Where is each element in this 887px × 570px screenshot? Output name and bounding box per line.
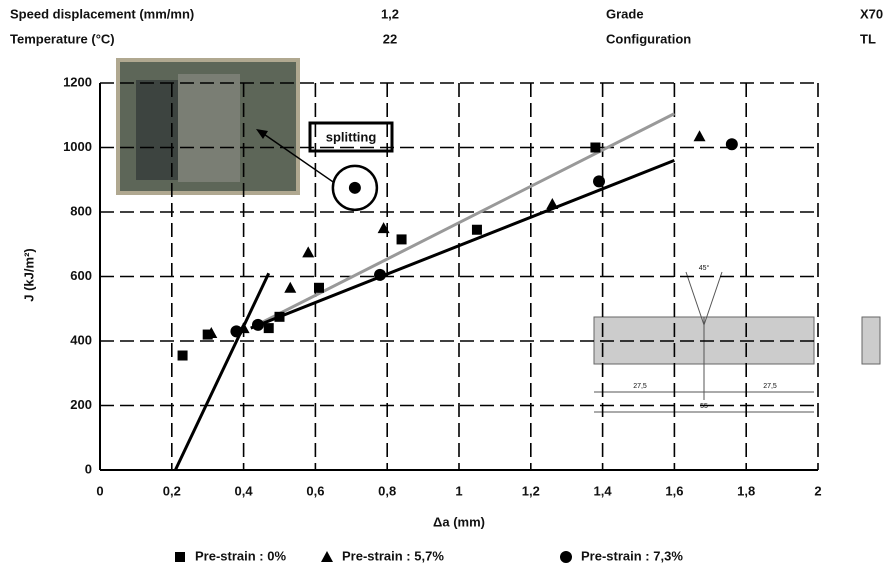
marker <box>374 268 387 281</box>
x-axis-label: Δa (mm) <box>433 514 485 529</box>
fit-line <box>250 159 675 330</box>
header-cell: X70 <box>860 6 883 21</box>
marker <box>546 197 559 209</box>
drawing-label: 27,5 <box>763 383 777 390</box>
header-cell: 1,2 <box>381 6 399 21</box>
fit-line <box>174 272 271 471</box>
marker <box>313 282 324 293</box>
marker <box>274 311 285 322</box>
marker <box>263 323 274 334</box>
x-tick-label: 0,2 <box>163 483 181 498</box>
legend-label: Pre-strain : 5,7% <box>342 548 444 563</box>
annotation: splitting <box>326 129 377 144</box>
marker <box>593 175 606 188</box>
y-tick-label: 400 <box>70 332 92 347</box>
drawing-label: 55 <box>700 403 708 410</box>
x-tick-label: 1 <box>455 483 462 498</box>
x-tick-label: 0,6 <box>306 483 324 498</box>
marker <box>693 130 706 142</box>
header-cell: 22 <box>383 31 397 46</box>
x-tick-label: 2 <box>814 483 821 498</box>
marker <box>348 181 361 194</box>
legend-marker <box>321 551 333 562</box>
photo-part <box>178 74 240 182</box>
legend-label: Pre-strain : 7,3% <box>581 548 683 563</box>
x-tick-label: 0,8 <box>378 483 396 498</box>
drawing-label: 27,5 <box>633 383 647 390</box>
specimen-side <box>861 316 881 365</box>
x-tick-label: 1,4 <box>594 483 613 498</box>
header-cell: TL <box>860 31 876 46</box>
arrow-head <box>256 129 268 139</box>
x-tick-label: 0,4 <box>235 483 254 498</box>
marker <box>396 234 407 245</box>
annotation-arrow <box>257 129 334 183</box>
y-axis-label: J (kJ/m²) <box>21 248 36 301</box>
legend-label: Pre-strain : 0% <box>195 548 286 563</box>
marker <box>205 326 218 338</box>
marker <box>377 222 390 234</box>
photo-frame <box>116 58 300 195</box>
legend-marker <box>175 552 185 562</box>
marker <box>177 350 188 361</box>
annotation-box <box>308 121 394 153</box>
header-cell: Speed displacement (mm/mn) <box>10 6 194 21</box>
y-tick-label: 800 <box>70 203 92 218</box>
drawing-lines <box>594 271 814 413</box>
y-tick-label: 200 <box>70 397 92 412</box>
legend-marker <box>560 551 572 563</box>
header-cell: Configuration <box>606 31 691 46</box>
marker <box>230 325 243 338</box>
y-tick-label: 600 <box>70 268 92 283</box>
x-tick-label: 1,6 <box>665 483 683 498</box>
marker <box>284 281 297 293</box>
y-tick-label: 1000 <box>63 139 92 154</box>
marker <box>590 142 601 153</box>
y-tick-label: 1200 <box>63 74 92 89</box>
header-cell: Grade <box>606 6 644 21</box>
marker <box>471 224 482 235</box>
annotation-ring <box>331 164 379 212</box>
header-cell: Temperature (°C) <box>10 31 115 46</box>
drawing-label: 45° <box>699 264 710 272</box>
marker <box>725 138 738 151</box>
x-tick-label: 1,8 <box>737 483 755 498</box>
marker <box>302 246 315 258</box>
marker <box>251 318 264 331</box>
x-tick-label: 1,2 <box>522 483 540 498</box>
x-tick-label: 0 <box>96 483 103 498</box>
y-tick-label: 0 <box>85 461 92 476</box>
